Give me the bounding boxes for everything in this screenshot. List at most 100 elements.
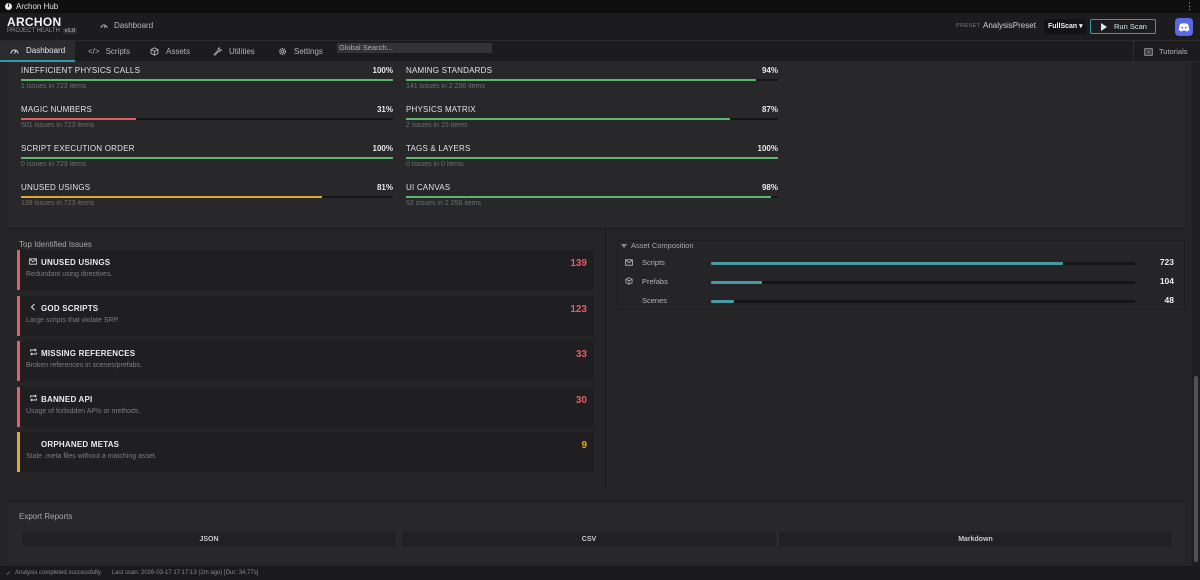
rule-issue-summary: 52 issues in 2 256 items: [406, 200, 482, 207]
rule-score-row[interactable]: MAGIC NUMBERS 31% 501 issues in 723 items: [21, 101, 393, 135]
run-scan-label: Run Scan: [1114, 22, 1147, 31]
vertical-dots-icon[interactable]: ⋮: [1185, 1, 1194, 11]
rule-name: SCRIPT EXECUTION ORDER: [21, 144, 135, 153]
rule-issue-summary: 0 issues in 0 items: [406, 161, 464, 168]
asset-count: 48: [1164, 295, 1174, 305]
brand-name: ARCHON: [7, 15, 62, 29]
rule-score-row[interactable]: INEFFICIENT PHYSICS CALLS 100% 1 issues in…: [21, 62, 393, 96]
rule-percent: 94%: [761, 66, 778, 75]
column-divider: [605, 230, 606, 490]
rule-percent: 31%: [376, 105, 393, 114]
rule-issue-summary: 501 issues in 723 items: [21, 122, 95, 129]
issue-description: Stale .meta files without a matching ass…: [26, 453, 157, 461]
preset-selector[interactable]: AnalysisPreset: [983, 21, 1036, 30]
export-reports-heading: Export Reports: [19, 512, 73, 521]
rule-progress-track: [21, 157, 393, 159]
rule-score-row[interactable]: UI CANVAS 98% 52 issues in 2 256 items: [406, 179, 778, 213]
rule-progress-fill: [21, 196, 323, 198]
brand-subtitle: PROJECT HEALTH: [7, 28, 60, 34]
issue-card[interactable]: MISSING REFERENCES Broken references in s…: [17, 341, 594, 382]
gauge-icon: [10, 49, 19, 54]
rule-progress-track: [21, 118, 393, 120]
rule-progress-fill: [406, 118, 730, 120]
global-search-input[interactable]: Global Search...: [337, 43, 492, 53]
tab-label: Assets: [166, 47, 191, 56]
tab-label: Utilities: [229, 47, 255, 56]
play-icon: [1101, 22, 1107, 31]
vertical-scrollbar[interactable]: [1192, 62, 1200, 566]
issue-description: Broken references in scenes/prefabs.: [26, 362, 142, 370]
window-title: Archon Hub: [16, 2, 59, 11]
tutorials-label: Tutorials: [1159, 47, 1188, 56]
rule-score-row[interactable]: PHYSICS MATRIX 87% 2 issues in 15 items: [406, 101, 778, 135]
cube-icon: [625, 277, 634, 286]
asset-composition-header[interactable]: Asset Composition: [621, 241, 694, 250]
export-csv-button[interactable]: CSV: [401, 530, 777, 548]
rule-score-row[interactable]: NAMING STANDARDS 94% 141 issues in 2 256 i…: [406, 62, 778, 96]
rule-progress-fill: [21, 79, 393, 81]
asset-bar-fill: [711, 281, 762, 284]
rule-name: UI CANVAS: [406, 183, 451, 192]
breadcrumb: Dashboard: [100, 21, 153, 30]
discord-icon[interactable]: [1175, 18, 1193, 36]
rule-percent: 81%: [376, 183, 393, 192]
envelope-icon: [625, 258, 634, 267]
rule-score-row[interactable]: SCRIPT EXECUTION ORDER 100% 0 issues in 72…: [21, 140, 393, 174]
issue-count: 123: [570, 303, 587, 315]
asset-type-label: Scenes: [642, 296, 668, 305]
scrollbar-thumb[interactable]: [1194, 376, 1198, 562]
chevron-left-icon: [28, 302, 38, 312]
asset-type-label: Scripts: [642, 258, 665, 267]
tab-label: Scripts: [105, 47, 131, 56]
tab-utilities[interactable]: Utilities: [203, 41, 266, 62]
asset-bar-fill: [711, 262, 1063, 265]
tab-scripts[interactable]: </> Scripts: [78, 41, 138, 62]
run-scan-button[interactable]: Run Scan: [1090, 19, 1156, 34]
rule-scores-panel: INEFFICIENT PHYSICS CALLS 100% 1 issues in…: [8, 62, 1185, 229]
rule-progress-track: [406, 79, 778, 81]
rule-score-row[interactable]: TAGS & LAYERS 100% 0 issues in 0 items: [406, 140, 778, 174]
rule-percent: 100%: [372, 144, 393, 153]
scan-mode-dropdown[interactable]: FullScan ▾: [1044, 19, 1086, 34]
issue-description: Redundant using directives.: [26, 271, 113, 278]
asset-count: 104: [1159, 276, 1174, 286]
rule-name: MAGIC NUMBERS: [21, 105, 93, 114]
asset-bar-track: [711, 281, 1135, 284]
preset-caption: PRESET: [956, 23, 981, 29]
main-nav: Dashboard </> Scripts Assets Utilities S…: [0, 40, 1200, 62]
asset-bar-track: [711, 262, 1135, 265]
export-markdown-button[interactable]: Markdown: [778, 530, 1173, 548]
repeat-icon: [28, 347, 38, 357]
asset-composition-heading: Asset Composition: [631, 241, 694, 250]
issue-count: 30: [575, 394, 587, 406]
tab-dashboard[interactable]: Dashboard: [0, 41, 75, 62]
issue-count: 9: [581, 440, 587, 452]
book-icon: [1144, 47, 1153, 56]
export-json-button[interactable]: JSON: [21, 530, 397, 548]
tutorials-button[interactable]: Tutorials: [1133, 41, 1200, 62]
rule-percent: 100%: [372, 66, 393, 75]
rule-score-row[interactable]: UNUSED USINGS 81% 139 issues in 723 items: [21, 179, 393, 213]
collapse-triangle-icon: [621, 243, 627, 248]
issue-card[interactable]: UNUSED USINGS Redundant using directives.…: [17, 250, 594, 290]
rule-percent: 87%: [761, 105, 778, 114]
code-icon: </>: [88, 47, 100, 56]
check-icon: ✓: [6, 570, 12, 577]
rule-progress-track: [406, 196, 778, 198]
tab-settings[interactable]: Settings: [268, 41, 334, 62]
issue-card[interactable]: GOD SCRIPTS Large scripts that violate SR…: [17, 295, 594, 336]
rule-issue-summary: 2 issues in 15 items: [406, 122, 468, 129]
rule-issue-summary: 0 issues in 723 items: [21, 161, 87, 168]
tab-label: Settings: [294, 47, 323, 56]
rule-progress-track: [406, 118, 778, 120]
asset-count: 723: [1159, 257, 1174, 267]
wrench-icon: [213, 47, 222, 56]
dashboard-content: INEFFICIENT PHYSICS CALLS 100% 1 issues in…: [0, 62, 1190, 566]
issue-title: BANNED API: [41, 394, 93, 404]
asset-composition-panel: Asset Composition Scripts 723 Prefabs 104 Sc…: [617, 240, 1185, 310]
rule-issue-summary: 141 issues in 2 256 items: [406, 83, 485, 90]
issue-card[interactable]: BANNED API Usage of forbidden APIs or met…: [17, 386, 594, 427]
issue-card[interactable]: ORPHANED METAS Stale .meta files without …: [17, 432, 594, 473]
asset-composition-row: Scenes 48: [618, 291, 1186, 310]
tab-assets[interactable]: Assets: [140, 41, 202, 62]
